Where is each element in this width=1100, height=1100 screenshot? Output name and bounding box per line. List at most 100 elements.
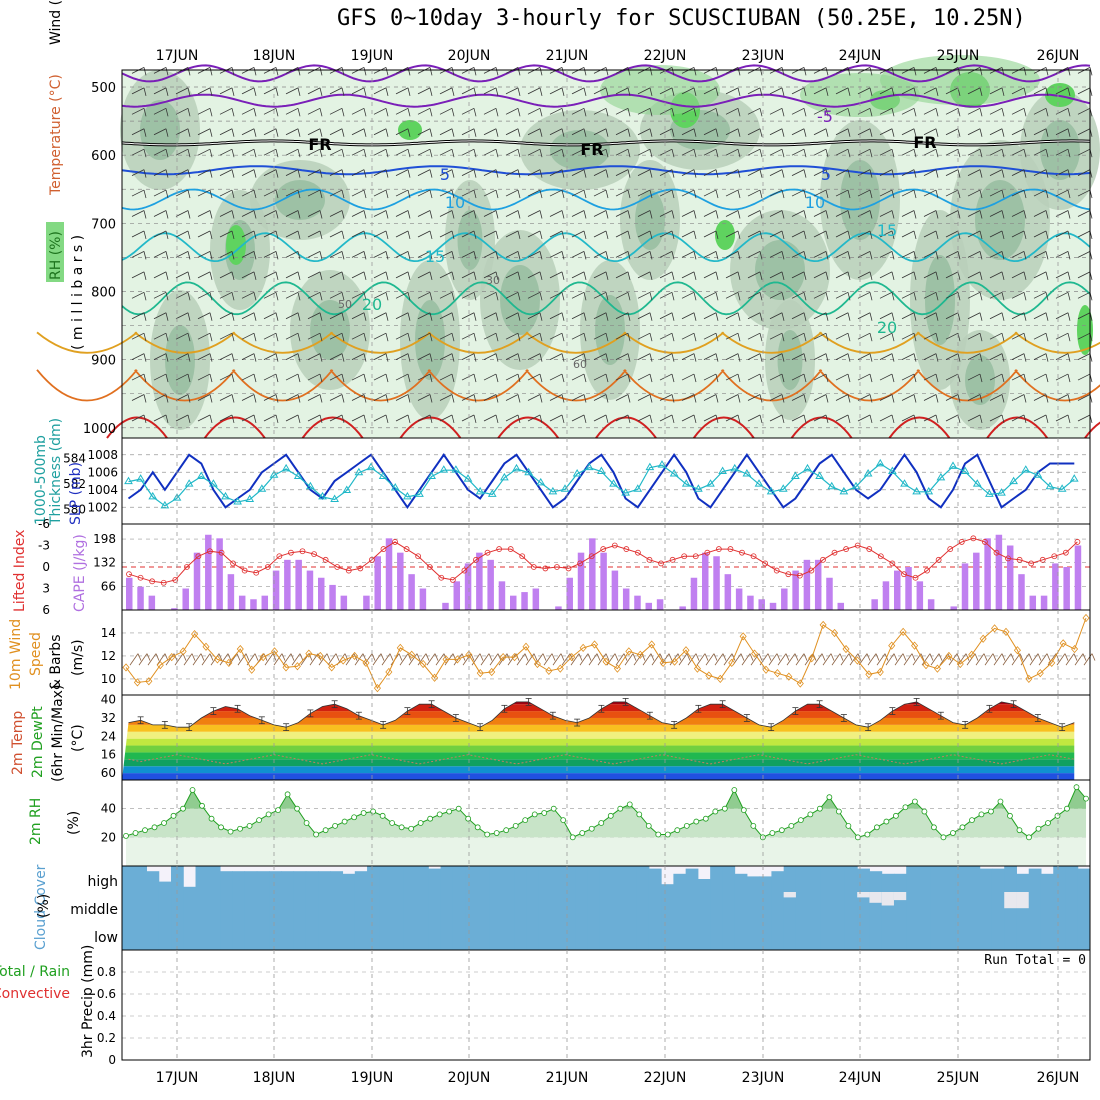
wind-barb bbox=[989, 210, 1003, 217]
wind-barb bbox=[781, 394, 785, 403]
wind-barb bbox=[329, 87, 343, 95]
wind-barb bbox=[373, 394, 387, 401]
wind-barb bbox=[989, 107, 1003, 115]
cloud-bar-middle bbox=[330, 892, 344, 919]
wind-barb bbox=[153, 291, 167, 299]
wind-barb bbox=[341, 394, 345, 403]
wind-barb bbox=[165, 210, 169, 219]
wind-barb bbox=[627, 373, 631, 383]
wind-barb bbox=[649, 333, 653, 342]
wind-barb bbox=[549, 189, 563, 197]
wind-barb bbox=[143, 271, 147, 280]
wind-barb bbox=[395, 312, 409, 320]
temp-tick: 24 bbox=[101, 729, 116, 743]
wind-barb bbox=[869, 67, 873, 76]
wind-barb bbox=[749, 653, 754, 661]
wind-barb bbox=[307, 148, 321, 156]
wind-barb bbox=[903, 653, 913, 666]
wind-barb bbox=[759, 271, 763, 280]
cape-bar bbox=[205, 534, 212, 610]
wind-barb bbox=[869, 149, 873, 158]
rh-marker bbox=[873, 824, 880, 831]
wind-barb bbox=[891, 292, 895, 301]
wind-barb bbox=[363, 373, 367, 383]
lifted-index-marker bbox=[796, 572, 803, 579]
wind-barb bbox=[791, 291, 805, 299]
wind-speed-marker bbox=[956, 659, 964, 669]
wind-barb bbox=[930, 653, 940, 666]
wind-barb bbox=[241, 230, 255, 238]
rh-shade-region bbox=[965, 355, 995, 405]
wind-barb bbox=[407, 169, 411, 178]
wind-barb bbox=[197, 394, 211, 401]
wind-barb bbox=[1067, 353, 1071, 362]
wind-barb bbox=[451, 230, 455, 240]
contour-label: -5 bbox=[817, 107, 833, 126]
wind-barb bbox=[495, 189, 499, 199]
wind-speed-marker bbox=[556, 664, 564, 673]
wind-barb bbox=[1023, 414, 1027, 424]
wind-barb bbox=[984, 653, 994, 666]
wind-barb bbox=[769, 230, 783, 238]
cape-bar bbox=[193, 552, 201, 610]
wind-barb bbox=[345, 653, 355, 666]
wind-barb bbox=[143, 210, 147, 219]
rh-marker bbox=[845, 822, 852, 829]
wind-barb bbox=[539, 169, 543, 178]
wind-barb bbox=[637, 169, 651, 176]
wind-barb bbox=[945, 210, 959, 217]
cloud-side-labels: Cloud Cover bbox=[33, 864, 49, 950]
wind-barb bbox=[759, 169, 763, 178]
wind-barb bbox=[527, 230, 541, 238]
wind-barb bbox=[1011, 230, 1025, 238]
wind-barb bbox=[593, 373, 607, 381]
wind-barb bbox=[847, 271, 851, 280]
wind-barb bbox=[297, 394, 301, 403]
wind-barb bbox=[605, 149, 609, 158]
wind-barb bbox=[781, 189, 785, 199]
wind-barb bbox=[285, 169, 299, 176]
wind-barb bbox=[571, 87, 585, 95]
cloud-bar-high bbox=[979, 868, 993, 892]
wind-barb bbox=[681, 394, 695, 401]
wind-barb bbox=[1023, 373, 1027, 383]
wind-barb bbox=[583, 414, 587, 424]
wind-barb bbox=[979, 210, 983, 219]
wind-barb bbox=[945, 251, 959, 258]
wind-barb bbox=[197, 169, 211, 176]
freezing-level bbox=[121, 140, 1091, 146]
wind-barb bbox=[505, 169, 519, 176]
wind-barb bbox=[209, 67, 213, 76]
wind-barb bbox=[297, 87, 301, 96]
cape-side-labels: CAPE (J/kg) bbox=[72, 534, 88, 612]
wind-barb bbox=[385, 373, 389, 383]
wind-barb bbox=[615, 107, 629, 115]
wind-barb bbox=[297, 128, 301, 137]
wind-speed-marker bbox=[156, 661, 164, 670]
cloud-bar-high bbox=[685, 868, 699, 892]
wind-barb bbox=[495, 353, 499, 362]
wind-barb bbox=[505, 353, 519, 360]
wind-barb bbox=[241, 107, 255, 115]
cloud-bar-high bbox=[465, 866, 478, 892]
contour-label: FR bbox=[580, 140, 603, 159]
cloud-bar-middle bbox=[220, 892, 233, 919]
wind-barb bbox=[649, 271, 653, 280]
thickness-marker bbox=[718, 466, 727, 474]
rh-marker bbox=[769, 830, 776, 836]
wind-barb bbox=[579, 653, 589, 666]
wind-barb bbox=[637, 291, 651, 299]
slp-label: SLP (mb) bbox=[68, 462, 84, 525]
wind-barb bbox=[737, 414, 741, 424]
wind-barb bbox=[539, 373, 543, 383]
wind-barb bbox=[461, 394, 475, 401]
rh-marker bbox=[969, 817, 975, 824]
cape-bar bbox=[318, 577, 325, 610]
rh-marker bbox=[931, 824, 937, 831]
cloud-bar-middle bbox=[281, 892, 295, 919]
wind-speed-marker bbox=[1048, 658, 1056, 667]
thickness-marker bbox=[948, 461, 958, 469]
cloud-bar-middle bbox=[391, 892, 405, 919]
wind-barb bbox=[671, 189, 675, 199]
slp-right-tick: 1008 bbox=[87, 448, 118, 462]
